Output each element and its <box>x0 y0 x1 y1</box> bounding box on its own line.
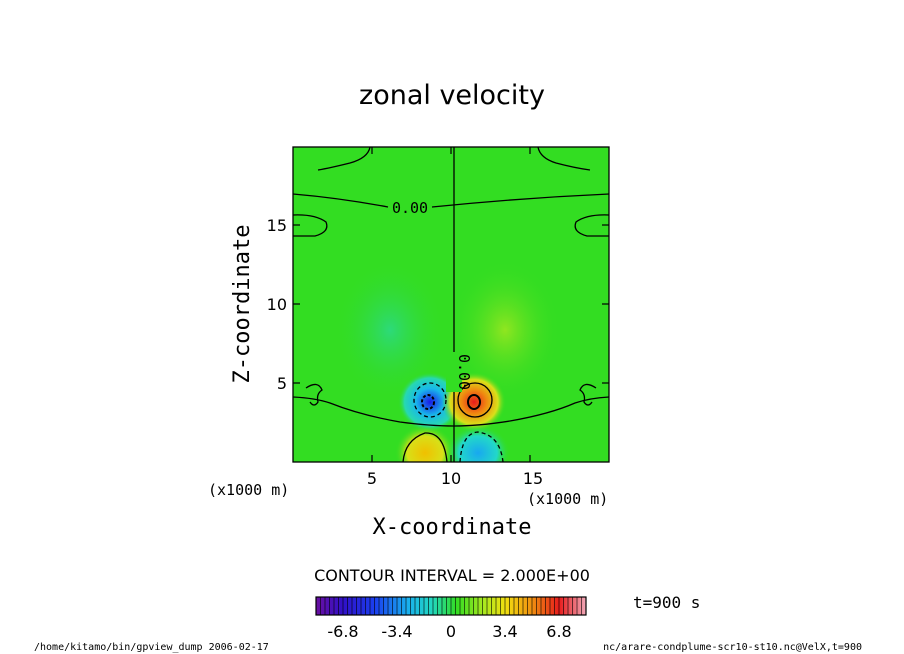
colorbar-divisions <box>320 597 582 615</box>
contour-line <box>293 193 389 208</box>
contour-label: 0.00 <box>392 199 428 217</box>
contour-line <box>305 383 323 406</box>
contour-line <box>413 382 447 418</box>
x-axis-label: X-coordinate <box>373 515 532 540</box>
plot-area: 0.00 0.00 <box>293 147 609 462</box>
contour-line <box>293 396 609 427</box>
footer-left: /home/kitamo/bin/gpview_dump 2006-02-17 <box>34 642 269 653</box>
colorbar-tick-label: 3.4 <box>492 622 517 641</box>
colorbar-frame <box>315 596 587 616</box>
field-shade <box>450 260 560 400</box>
contour-line <box>457 382 493 418</box>
colorbar-tick-label: 0 <box>446 622 456 641</box>
contour-label-background <box>446 352 462 392</box>
contour-label: 0.00 <box>455 354 473 390</box>
y-tick-label: 15 <box>267 216 287 235</box>
colorbar-tick-label: -6.8 <box>327 622 358 641</box>
x-tick-label: 10 <box>441 469 461 488</box>
contour-line <box>467 394 481 410</box>
colorbar-tick-label: 6.8 <box>546 622 571 641</box>
y-axis-label: Z-coordinate <box>230 225 255 384</box>
x-tick-label: 15 <box>523 469 543 488</box>
contour-line <box>579 383 597 406</box>
field-shade <box>335 260 445 400</box>
contour-line <box>431 193 609 208</box>
colorbar-tick-label: -3.4 <box>381 622 412 641</box>
contour-lines <box>293 147 609 462</box>
contour-line <box>402 432 448 462</box>
chart-title: zonal velocity <box>359 80 545 111</box>
contour-line <box>574 214 609 237</box>
axis-ticks <box>293 147 609 462</box>
y-unit-label: (x1000 m) <box>208 481 289 499</box>
colorbar <box>315 596 587 616</box>
y-tick-label: 5 <box>277 374 287 393</box>
y-tick-label: 10 <box>267 295 287 314</box>
contour-line <box>421 394 435 410</box>
contour-line <box>537 147 591 171</box>
x-tick-label: 5 <box>367 469 377 488</box>
contour-interval-text: CONTOUR INTERVAL = 2.000E+00 <box>314 566 590 585</box>
x-unit-label: (x1000 m) <box>527 490 608 508</box>
contour-line <box>459 431 504 462</box>
contour-line <box>317 147 371 171</box>
contour-label-background <box>389 199 431 215</box>
contour-line <box>293 214 328 237</box>
footer-right: nc/arare-condplume-scr10-st10.nc@VelX,t=… <box>603 642 862 653</box>
colorbar-labels: -6.8 -3.4 0 3.4 6.8 <box>327 622 571 641</box>
time-label: t=900 s <box>633 593 700 612</box>
positive-lobe-fill <box>395 422 455 462</box>
negative-lobe-fill <box>446 422 510 462</box>
